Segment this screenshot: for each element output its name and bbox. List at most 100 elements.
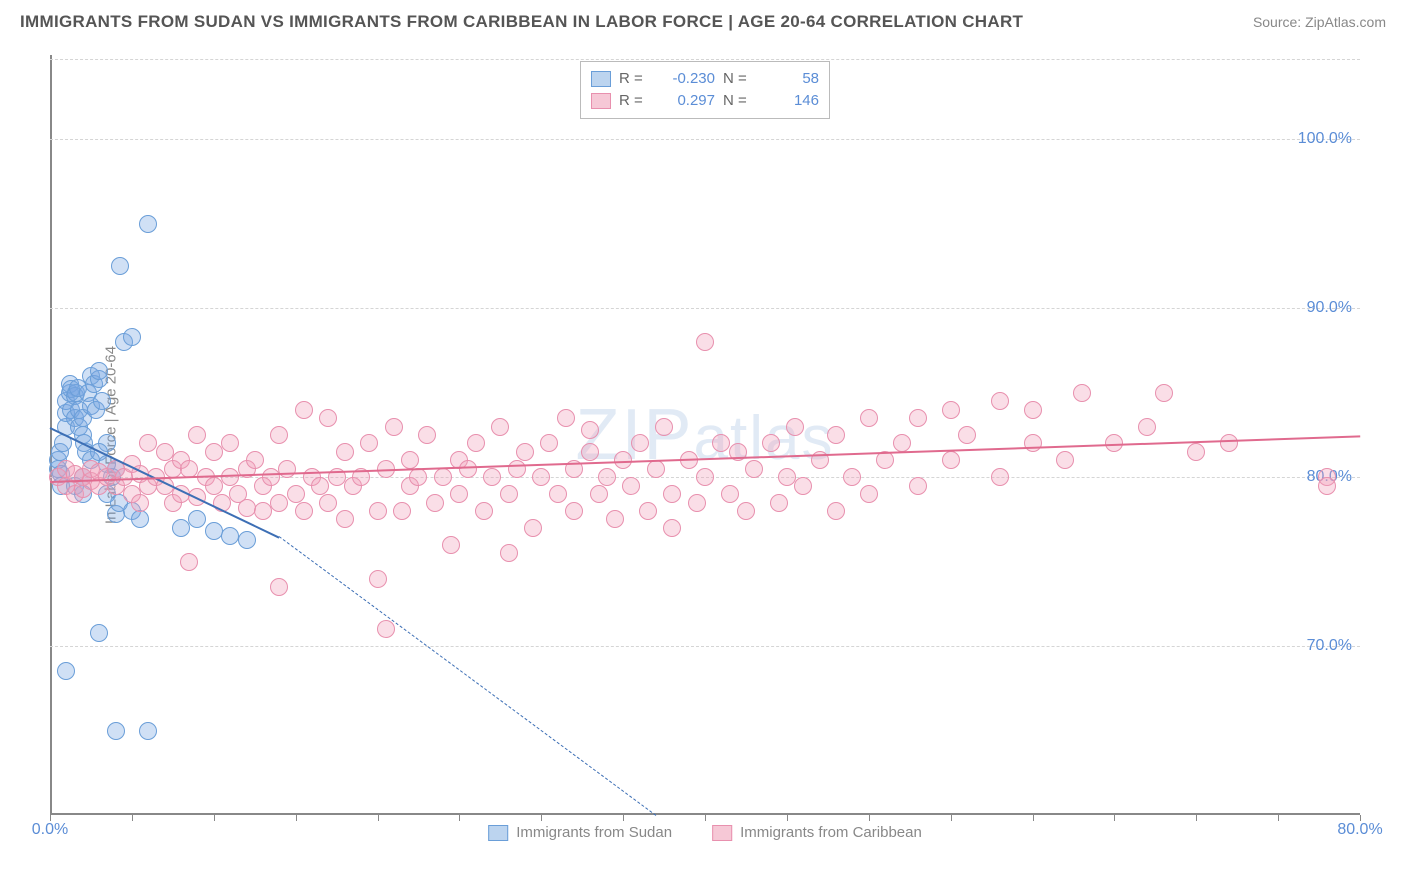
series-label-sudan: Immigrants from Sudan <box>516 824 672 841</box>
dot-caribbean <box>565 502 583 520</box>
dot-caribbean <box>860 485 878 503</box>
dot-caribbean <box>295 401 313 419</box>
dot-caribbean <box>319 494 337 512</box>
dot-caribbean <box>360 434 378 452</box>
dot-sudan <box>221 527 239 545</box>
r-value-caribbean: 0.297 <box>659 90 715 112</box>
dot-caribbean <box>737 502 755 520</box>
dot-caribbean <box>827 502 845 520</box>
dot-caribbean <box>688 494 706 512</box>
dot-caribbean <box>794 477 812 495</box>
dot-sudan <box>205 522 223 540</box>
dot-caribbean <box>663 519 681 537</box>
dot-caribbean <box>762 434 780 452</box>
y-tick-label: 100.0% <box>1298 130 1352 148</box>
x-tick-label: 80.0% <box>1337 821 1382 839</box>
dot-sudan <box>123 328 141 346</box>
r-label: R = <box>619 68 651 90</box>
dot-caribbean <box>336 510 354 528</box>
dot-caribbean <box>655 418 673 436</box>
x-minor-tick <box>132 815 133 821</box>
dot-caribbean <box>786 418 804 436</box>
chart-title: IMMIGRANTS FROM SUDAN VS IMMIGRANTS FROM… <box>20 12 1023 32</box>
dot-sudan <box>188 510 206 528</box>
n-label: N = <box>723 90 755 112</box>
dot-caribbean <box>712 434 730 452</box>
dot-caribbean <box>524 519 542 537</box>
x-minor-tick <box>541 815 542 821</box>
swatch-sudan <box>591 71 611 87</box>
dot-caribbean <box>622 477 640 495</box>
dot-caribbean <box>1318 477 1336 495</box>
dot-sudan <box>139 215 157 233</box>
dot-caribbean <box>1220 434 1238 452</box>
series-legend: Immigrants from Sudan Immigrants from Ca… <box>488 824 922 841</box>
dot-caribbean <box>1155 384 1173 402</box>
dot-caribbean <box>843 468 861 486</box>
dot-caribbean <box>459 460 477 478</box>
dot-caribbean <box>205 443 223 461</box>
dot-caribbean <box>385 418 403 436</box>
dot-sudan <box>172 519 190 537</box>
dot-caribbean <box>532 468 550 486</box>
y-axis-line <box>50 55 52 815</box>
dot-caribbean <box>942 401 960 419</box>
dot-caribbean <box>909 477 927 495</box>
dot-caribbean <box>254 502 272 520</box>
legend-item-sudan: Immigrants from Sudan <box>488 824 672 841</box>
dot-sudan <box>93 392 111 410</box>
dot-caribbean <box>549 485 567 503</box>
plot-region: ZIPatlas R = -0.230 N = 58 R = 0.297 N =… <box>50 55 1360 815</box>
dot-caribbean <box>426 494 444 512</box>
r-value-sudan: -0.230 <box>659 68 715 90</box>
x-minor-tick <box>459 815 460 821</box>
dot-caribbean <box>991 468 1009 486</box>
x-minor-tick <box>378 815 379 821</box>
dot-sudan <box>90 624 108 642</box>
source-label: Source: ZipAtlas.com <box>1253 14 1386 30</box>
dot-caribbean <box>393 502 411 520</box>
x-minor-tick <box>951 815 952 821</box>
trendline-sudan-extrapolated <box>279 536 656 815</box>
dot-caribbean <box>1187 443 1205 461</box>
series-label-caribbean: Immigrants from Caribbean <box>740 824 922 841</box>
gridline <box>50 646 1360 647</box>
dot-caribbean <box>270 426 288 444</box>
dot-caribbean <box>696 468 714 486</box>
dot-sudan <box>111 257 129 275</box>
dot-sudan <box>107 722 125 740</box>
correlation-legend: R = -0.230 N = 58 R = 0.297 N = 146 <box>580 61 830 119</box>
dot-caribbean <box>270 494 288 512</box>
dot-caribbean <box>663 485 681 503</box>
dot-caribbean <box>590 485 608 503</box>
dot-caribbean <box>827 426 845 444</box>
dot-sudan <box>139 722 157 740</box>
dot-caribbean <box>188 426 206 444</box>
dot-caribbean <box>909 409 927 427</box>
dot-sudan <box>238 531 256 549</box>
dot-caribbean <box>369 570 387 588</box>
n-label: N = <box>723 68 755 90</box>
swatch-sudan <box>488 825 508 841</box>
dot-caribbean <box>434 468 452 486</box>
n-value-caribbean: 146 <box>763 90 819 112</box>
x-tick-label: 0.0% <box>32 821 68 839</box>
dot-caribbean <box>467 434 485 452</box>
dot-caribbean <box>647 460 665 478</box>
gridline <box>50 308 1360 309</box>
dot-caribbean <box>606 510 624 528</box>
dot-caribbean <box>770 494 788 512</box>
y-tick-label: 70.0% <box>1307 637 1352 655</box>
dot-sudan <box>57 662 75 680</box>
dot-caribbean <box>745 460 763 478</box>
dot-caribbean <box>418 426 436 444</box>
gridline <box>50 139 1360 140</box>
r-label: R = <box>619 90 651 112</box>
legend-row-sudan: R = -0.230 N = 58 <box>591 68 819 90</box>
dot-caribbean <box>696 333 714 351</box>
dot-caribbean <box>942 451 960 469</box>
dot-caribbean <box>540 434 558 452</box>
dot-caribbean <box>442 536 460 554</box>
dot-caribbean <box>409 468 427 486</box>
dot-caribbean <box>1024 434 1042 452</box>
